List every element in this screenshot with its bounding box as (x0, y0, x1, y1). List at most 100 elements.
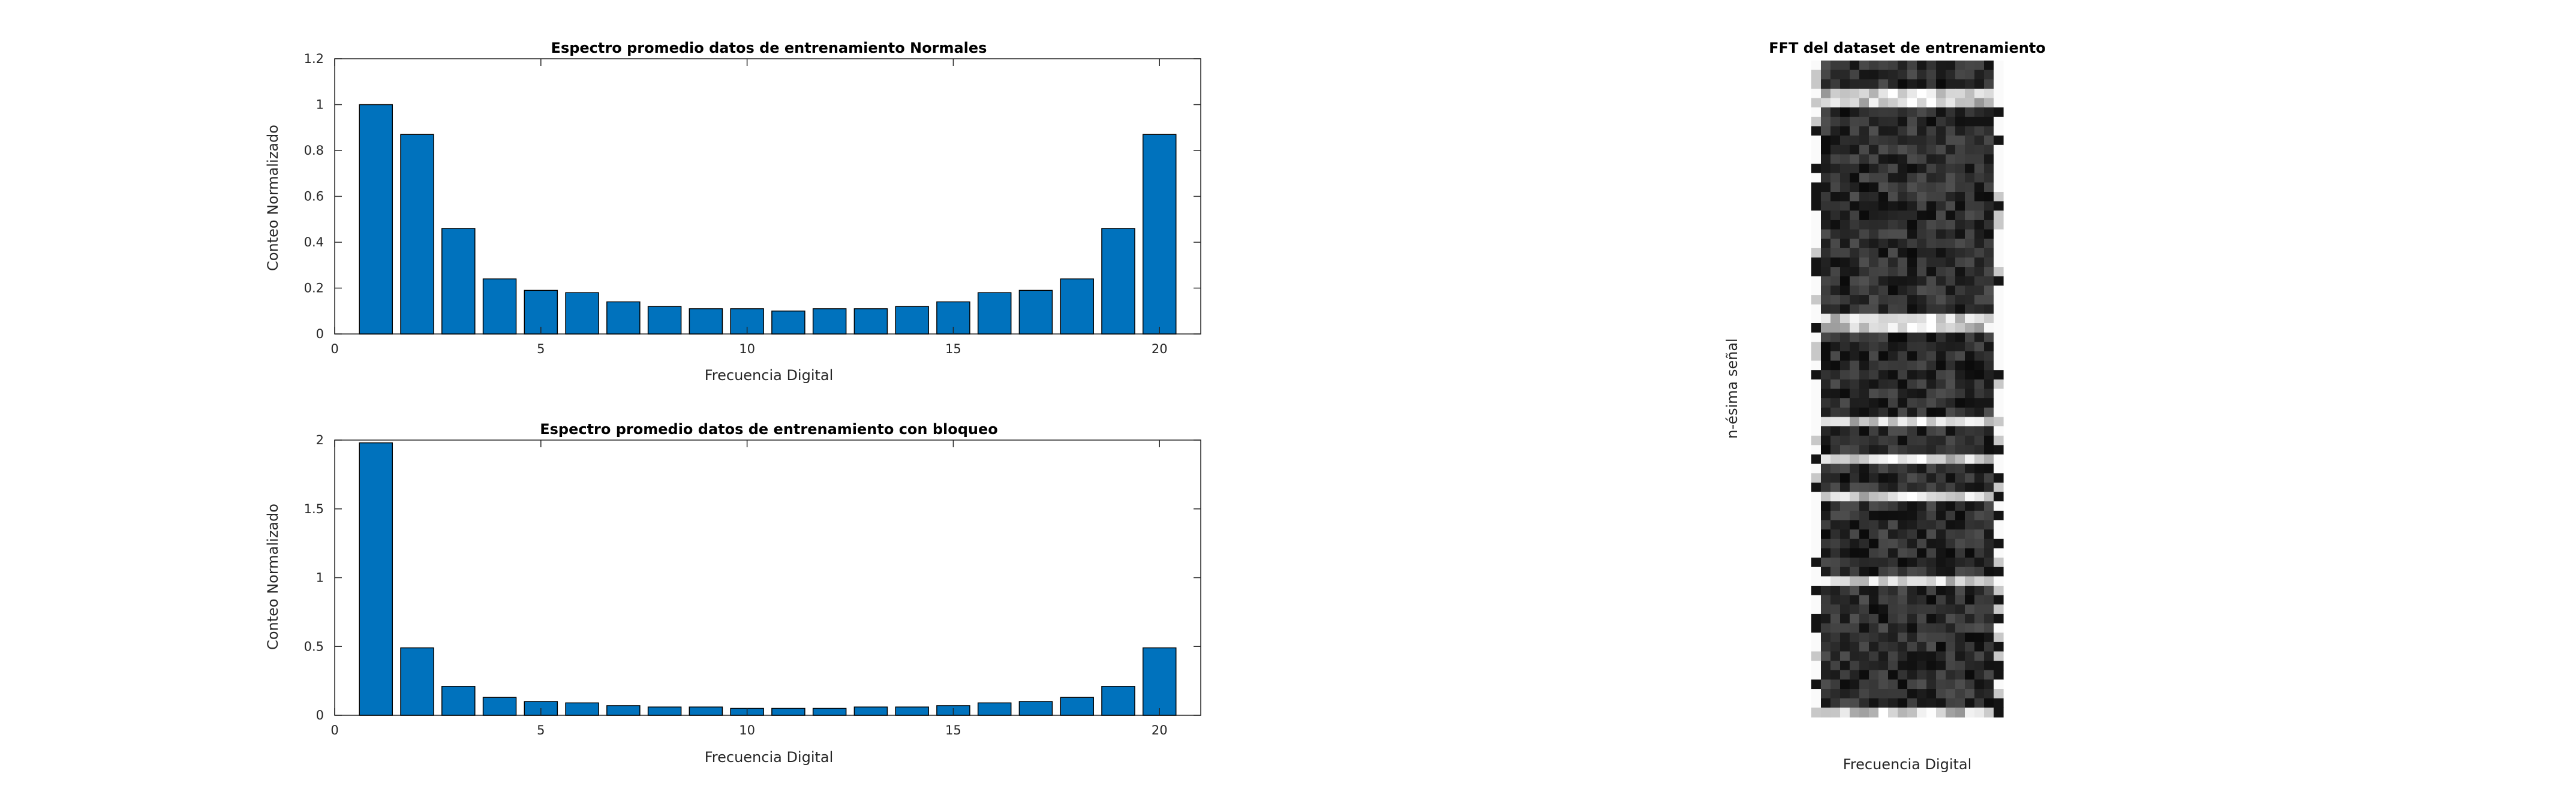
heatmap-cell (1974, 257, 1985, 267)
heatmap-cell (1926, 633, 1937, 643)
heatmap-cell (1984, 445, 1994, 455)
heatmap-cell (1917, 661, 1927, 671)
heatmap-cell (1946, 342, 1956, 352)
heatmap-cell (1840, 642, 1850, 652)
heatmap-cell (1840, 342, 1850, 352)
heatmap-cell (1840, 70, 1850, 80)
heatmap-cell (1888, 473, 1898, 483)
heatmap-cell (1859, 229, 1869, 239)
heatmap-cell (1955, 276, 1965, 287)
heatmap-cell (1869, 248, 1879, 258)
heatmap-cell (1936, 267, 1946, 277)
heatmap-cell (1965, 107, 1975, 118)
heatmap-cell (1917, 219, 1927, 230)
heatmap-cell (1965, 538, 1975, 549)
heatmap-cell (1840, 529, 1850, 540)
heatmap-cell (1907, 98, 1917, 108)
heatmap-cell (1994, 604, 2004, 615)
heatmap-cell (1926, 586, 1937, 596)
heatmap-cell (1830, 98, 1841, 108)
heatmap-cell (1840, 304, 1850, 314)
heatmap-cell (1898, 323, 1908, 333)
heatmap-cell (1936, 295, 1946, 305)
chart-title: Espectro promedio datos de entrenamiento… (551, 40, 987, 56)
heatmap-cell (1878, 154, 1889, 164)
heatmap-cell (1830, 135, 1841, 146)
heatmap-cell (1946, 613, 1956, 624)
heatmap-cell (1869, 548, 1879, 558)
heatmap-cell (1830, 510, 1841, 521)
heatmap-cell (1994, 314, 2004, 324)
heatmap-cell (1936, 698, 1946, 708)
heatmap-cell (1811, 379, 1821, 390)
heatmap-cell (1965, 135, 1975, 146)
heatmap-cell (1898, 173, 1908, 183)
heatmap-cell (1898, 586, 1908, 596)
heatmap-cell (1811, 164, 1821, 174)
heatmap-cell (1898, 351, 1908, 362)
heatmap-cell (1907, 79, 1917, 89)
heatmap-cell (1955, 689, 1965, 699)
heatmap-cell (1859, 407, 1869, 418)
heatmap-cell (1907, 201, 1917, 211)
heatmap-cell (1888, 304, 1898, 314)
heatmap-cell (1811, 623, 1821, 633)
heatmap-cell (1869, 417, 1879, 427)
heatmap-cell (1965, 661, 1975, 671)
heatmap-cell (1840, 332, 1850, 342)
heatmap-cell (1965, 304, 1975, 314)
bar (482, 697, 517, 716)
heatmap-cell (1850, 164, 1860, 174)
heatmap-cell (1994, 482, 2004, 493)
heatmap-cell (1878, 276, 1889, 287)
heatmap-cell (1936, 445, 1946, 455)
heatmap-cell (1898, 398, 1908, 408)
heatmap-cell (1869, 454, 1879, 465)
heatmap-cell (1984, 257, 1994, 267)
heatmap-cell (1907, 651, 1917, 661)
heatmap-cell (1955, 257, 1965, 267)
heatmap-cell (1994, 304, 2004, 314)
heatmap-cell (1830, 613, 1841, 624)
heatmap-cell (1955, 267, 1965, 277)
heatmap-cell (1830, 164, 1841, 174)
heatmap-cell (1811, 482, 1821, 493)
heatmap-cell (1955, 182, 1965, 192)
heatmap-cell (1898, 314, 1908, 324)
heatmap-cell (1830, 257, 1841, 267)
heatmap-cell (1859, 219, 1869, 230)
heatmap-cell (1888, 389, 1898, 399)
heatmap-cell (1878, 70, 1889, 80)
heatmap-cell (1965, 689, 1975, 699)
heatmap-cell (1869, 379, 1879, 390)
heatmap-cell (1840, 116, 1850, 127)
heatmap-cell (1888, 510, 1898, 521)
heatmap-cell (1965, 463, 1975, 474)
heatmap-cell (1850, 332, 1860, 342)
heatmap-cell (1984, 154, 1994, 164)
heatmap-cell (1830, 70, 1841, 80)
heatmap-cell (1917, 61, 1927, 71)
heatmap-cell (1936, 679, 1946, 689)
heatmap-cell (1955, 510, 1965, 521)
heatmap-cell (1850, 154, 1860, 164)
heatmap-cell (1955, 604, 1965, 615)
heatmap-cell (1974, 229, 1985, 239)
heatmap-cell (1926, 229, 1937, 239)
heatmap-cell (1936, 210, 1946, 221)
heatmap-cell (1888, 604, 1898, 615)
heatmap-cell (1830, 623, 1841, 633)
heatmap-cell (1850, 267, 1860, 277)
heatmap-cell (1955, 135, 1965, 146)
heatmap-cell (1955, 454, 1965, 465)
bar (1060, 697, 1094, 716)
heatmap-cell (1888, 116, 1898, 127)
heatmap-cell (1878, 586, 1889, 596)
heatmap-cell (1811, 70, 1821, 80)
heatmap-cell (1984, 304, 1994, 314)
heatmap-cell (1936, 182, 1946, 192)
heatmap-cell (1974, 389, 1985, 399)
heatmap-cell (1888, 407, 1898, 418)
heatmap-cell (1888, 276, 1898, 287)
heatmap-cell (1850, 417, 1860, 427)
